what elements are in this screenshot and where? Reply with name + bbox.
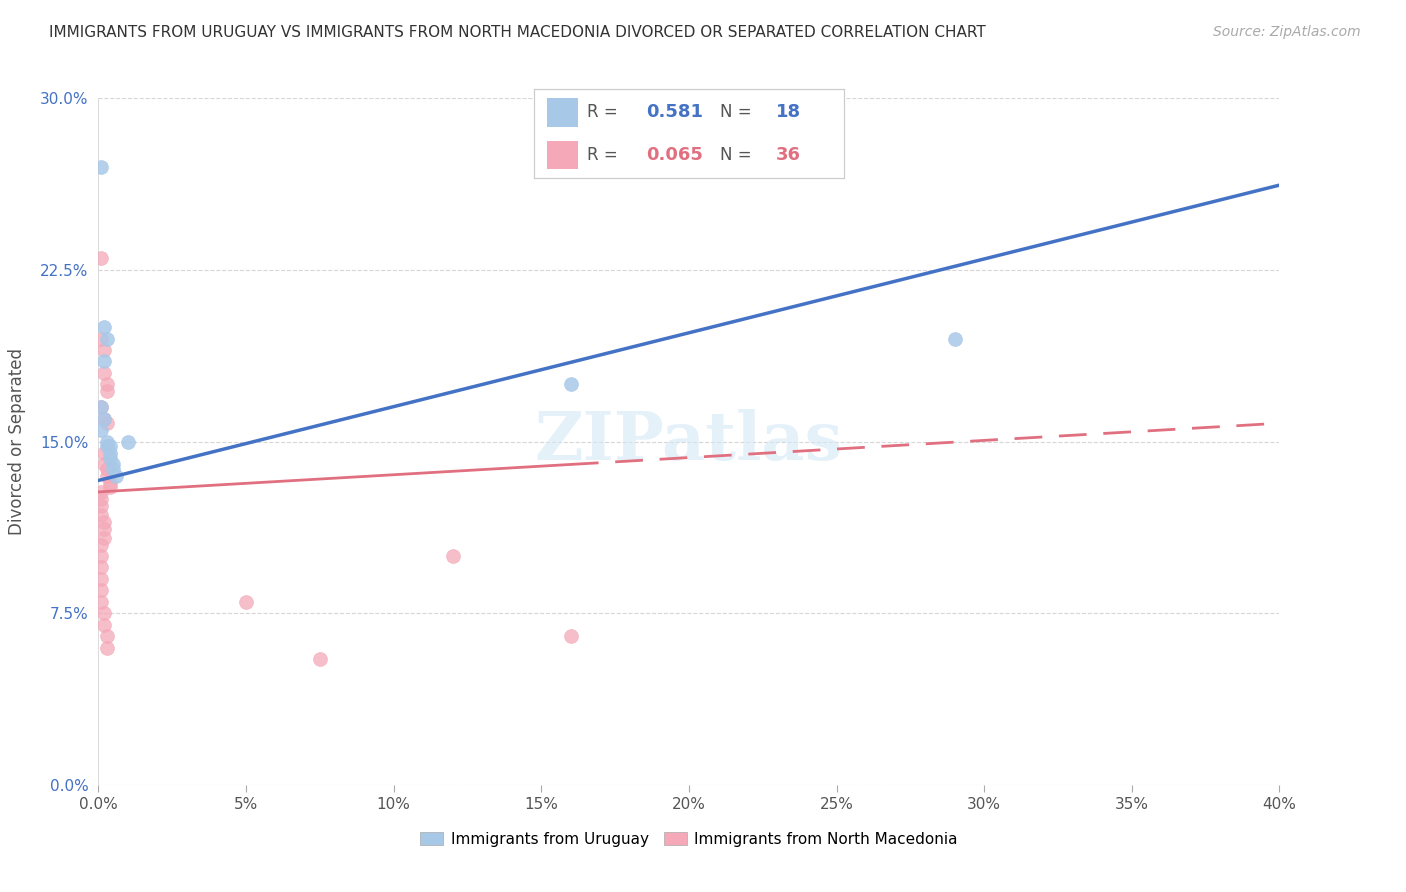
Point [96,377,118,392]
Point [90,400,112,414]
Point [90,499,112,513]
Point [93,343,115,357]
Point [93,522,115,536]
Point [98,446,121,460]
Point [96,629,118,643]
Point [98,450,121,465]
Text: ZIPatlas: ZIPatlas [534,409,844,474]
Point [90,423,112,437]
Point [96,469,118,483]
Point [98,439,121,453]
Text: IMMIGRANTS FROM URUGUAY VS IMMIGRANTS FROM NORTH MACEDONIA DIVORCED OR SEPARATED: IMMIGRANTS FROM URUGUAY VS IMMIGRANTS FR… [49,25,986,40]
Point [96,640,118,655]
Point [90,400,112,414]
Point [90,332,112,346]
Point [90,572,112,586]
Point [93,617,115,632]
Point [96,332,118,346]
Point [441,549,464,563]
Legend: Immigrants from Uruguay, Immigrants from North Macedonia: Immigrants from Uruguay, Immigrants from… [413,826,965,853]
Point [309,652,332,666]
Point [98,475,121,490]
Point [90,595,112,609]
Y-axis label: Divorced or Separated: Divorced or Separated [8,348,27,535]
Point [90,491,112,506]
Point [560,377,582,392]
Point [93,320,115,334]
Text: 0.581: 0.581 [645,103,703,121]
Point [90,537,112,551]
Point [90,508,112,522]
Point [93,366,115,380]
Text: 36: 36 [776,146,800,164]
Point [90,484,112,499]
Point [96,439,118,453]
Point [98,480,121,494]
Point [90,549,112,563]
Text: R =: R = [586,146,623,164]
Point [105,469,128,483]
Text: R =: R = [586,103,623,121]
Point [93,446,115,460]
Point [103,458,125,472]
Point [96,384,118,399]
Point [93,607,115,621]
Text: N =: N = [720,103,756,121]
Point [96,462,118,476]
Point [96,434,118,449]
FancyBboxPatch shape [547,98,578,127]
Point [93,354,115,368]
Point [93,411,115,425]
Point [93,458,115,472]
Text: N =: N = [720,146,756,164]
Point [90,160,112,174]
Point [96,416,118,430]
Point [235,595,257,609]
Point [117,434,139,449]
Point [93,515,115,529]
Point [93,531,115,545]
Point [560,629,582,643]
Point [90,252,112,266]
Text: 18: 18 [776,103,800,121]
FancyBboxPatch shape [547,141,578,169]
Text: Source: ZipAtlas.com: Source: ZipAtlas.com [1213,25,1361,39]
Point [93,411,115,425]
Point [90,560,112,574]
Point [103,462,125,476]
Point [90,583,112,598]
Text: 0.065: 0.065 [645,146,703,164]
Point [943,332,966,346]
